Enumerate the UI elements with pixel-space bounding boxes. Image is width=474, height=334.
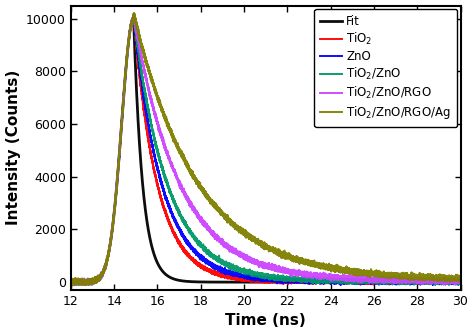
TiO$_2$ — [306, 281, 312, 285]
Line: TiO$_2$/ZnO: TiO$_2$/ZnO — [71, 16, 461, 285]
TiO$_2$/ZnO/RGO — [68, 281, 73, 285]
TiO$_2$ — [451, 281, 457, 285]
TiO$_2$/ZnO/RGO — [458, 279, 464, 283]
TiO$_2$/ZnO — [451, 280, 457, 284]
TiO$_2$/ZnO — [172, 202, 178, 206]
TiO$_2$/ZnO — [131, 14, 137, 18]
ZnO — [131, 13, 137, 17]
Legend: Fit, TiO$_2$, ZnO, TiO$_2$/ZnO, TiO$_2$/ZnO/RGO, TiO$_2$/ZnO/RGO/Ag: Fit, TiO$_2$, ZnO, TiO$_2$/ZnO, TiO$_2$/… — [314, 9, 457, 127]
TiO$_2$/ZnO/RGO/Ag — [375, 269, 381, 273]
ZnO — [375, 280, 381, 284]
TiO$_2$ — [458, 280, 464, 284]
Fit — [91, 279, 96, 283]
TiO$_2$/ZnO/RGO — [83, 283, 89, 287]
TiO$_2$/ZnO/RGO — [312, 273, 318, 277]
ZnO — [68, 280, 73, 284]
ZnO — [72, 283, 77, 287]
ZnO — [91, 279, 96, 283]
TiO$_2$/ZnO/RGO — [306, 272, 312, 276]
TiO$_2$/ZnO/RGO/Ag — [70, 284, 75, 288]
Line: ZnO: ZnO — [71, 15, 461, 285]
Fit — [131, 17, 137, 21]
TiO$_2$ — [375, 279, 381, 283]
TiO$_2$/ZnO — [91, 280, 96, 284]
TiO$_2$ — [172, 233, 178, 237]
Fit — [306, 280, 312, 284]
TiO$_2$/ZnO/RGO — [131, 12, 137, 16]
Fit — [172, 277, 178, 281]
TiO$_2$/ZnO — [76, 283, 82, 287]
ZnO — [458, 278, 464, 282]
TiO$_2$ — [131, 15, 137, 19]
Line: TiO$_2$: TiO$_2$ — [71, 17, 461, 285]
Fit — [375, 280, 381, 284]
Fit — [458, 280, 464, 284]
TiO$_2$/ZnO — [312, 278, 318, 282]
Y-axis label: Intensity (Counts): Intensity (Counts) — [6, 70, 20, 225]
TiO$_2$/ZnO/RGO/Ag — [172, 138, 178, 142]
TiO$_2$/ZnO/RGO/Ag — [68, 279, 73, 283]
TiO$_2$/ZnO/RGO/Ag — [451, 277, 457, 281]
ZnO — [451, 281, 457, 285]
ZnO — [312, 278, 318, 282]
TiO$_2$/ZnO/RGO — [91, 278, 96, 282]
TiO$_2$/ZnO/RGO — [451, 279, 457, 283]
TiO$_2$/ZnO/RGO/Ag — [306, 261, 312, 265]
ZnO — [172, 219, 178, 223]
TiO$_2$/ZnO — [306, 278, 312, 282]
TiO$_2$/ZnO/RGO/Ag — [312, 261, 318, 265]
TiO$_2$/ZnO — [68, 279, 73, 283]
TiO$_2$/ZnO — [458, 281, 464, 285]
ZnO — [306, 277, 312, 281]
TiO$_2$/ZnO/RGO/Ag — [131, 11, 137, 15]
Line: TiO$_2$/ZnO/RGO: TiO$_2$/ZnO/RGO — [71, 14, 461, 285]
TiO$_2$/ZnO/RGO — [375, 280, 381, 284]
TiO$_2$/ZnO — [375, 279, 381, 283]
TiO$_2$ — [68, 279, 73, 283]
X-axis label: Time (ns): Time (ns) — [225, 313, 306, 328]
Fit — [451, 280, 457, 284]
Line: Fit: Fit — [71, 19, 461, 282]
Fit — [68, 280, 73, 284]
Line: TiO$_2$/ZnO/RGO/Ag: TiO$_2$/ZnO/RGO/Ag — [71, 13, 461, 286]
TiO$_2$/ZnO/RGO/Ag — [91, 281, 96, 285]
TiO$_2$ — [91, 280, 96, 284]
TiO$_2$ — [312, 280, 318, 284]
TiO$_2$/ZnO/RGO/Ag — [458, 277, 464, 281]
TiO$_2$ — [358, 283, 364, 287]
Fit — [312, 280, 318, 284]
TiO$_2$/ZnO/RGO — [172, 171, 178, 175]
